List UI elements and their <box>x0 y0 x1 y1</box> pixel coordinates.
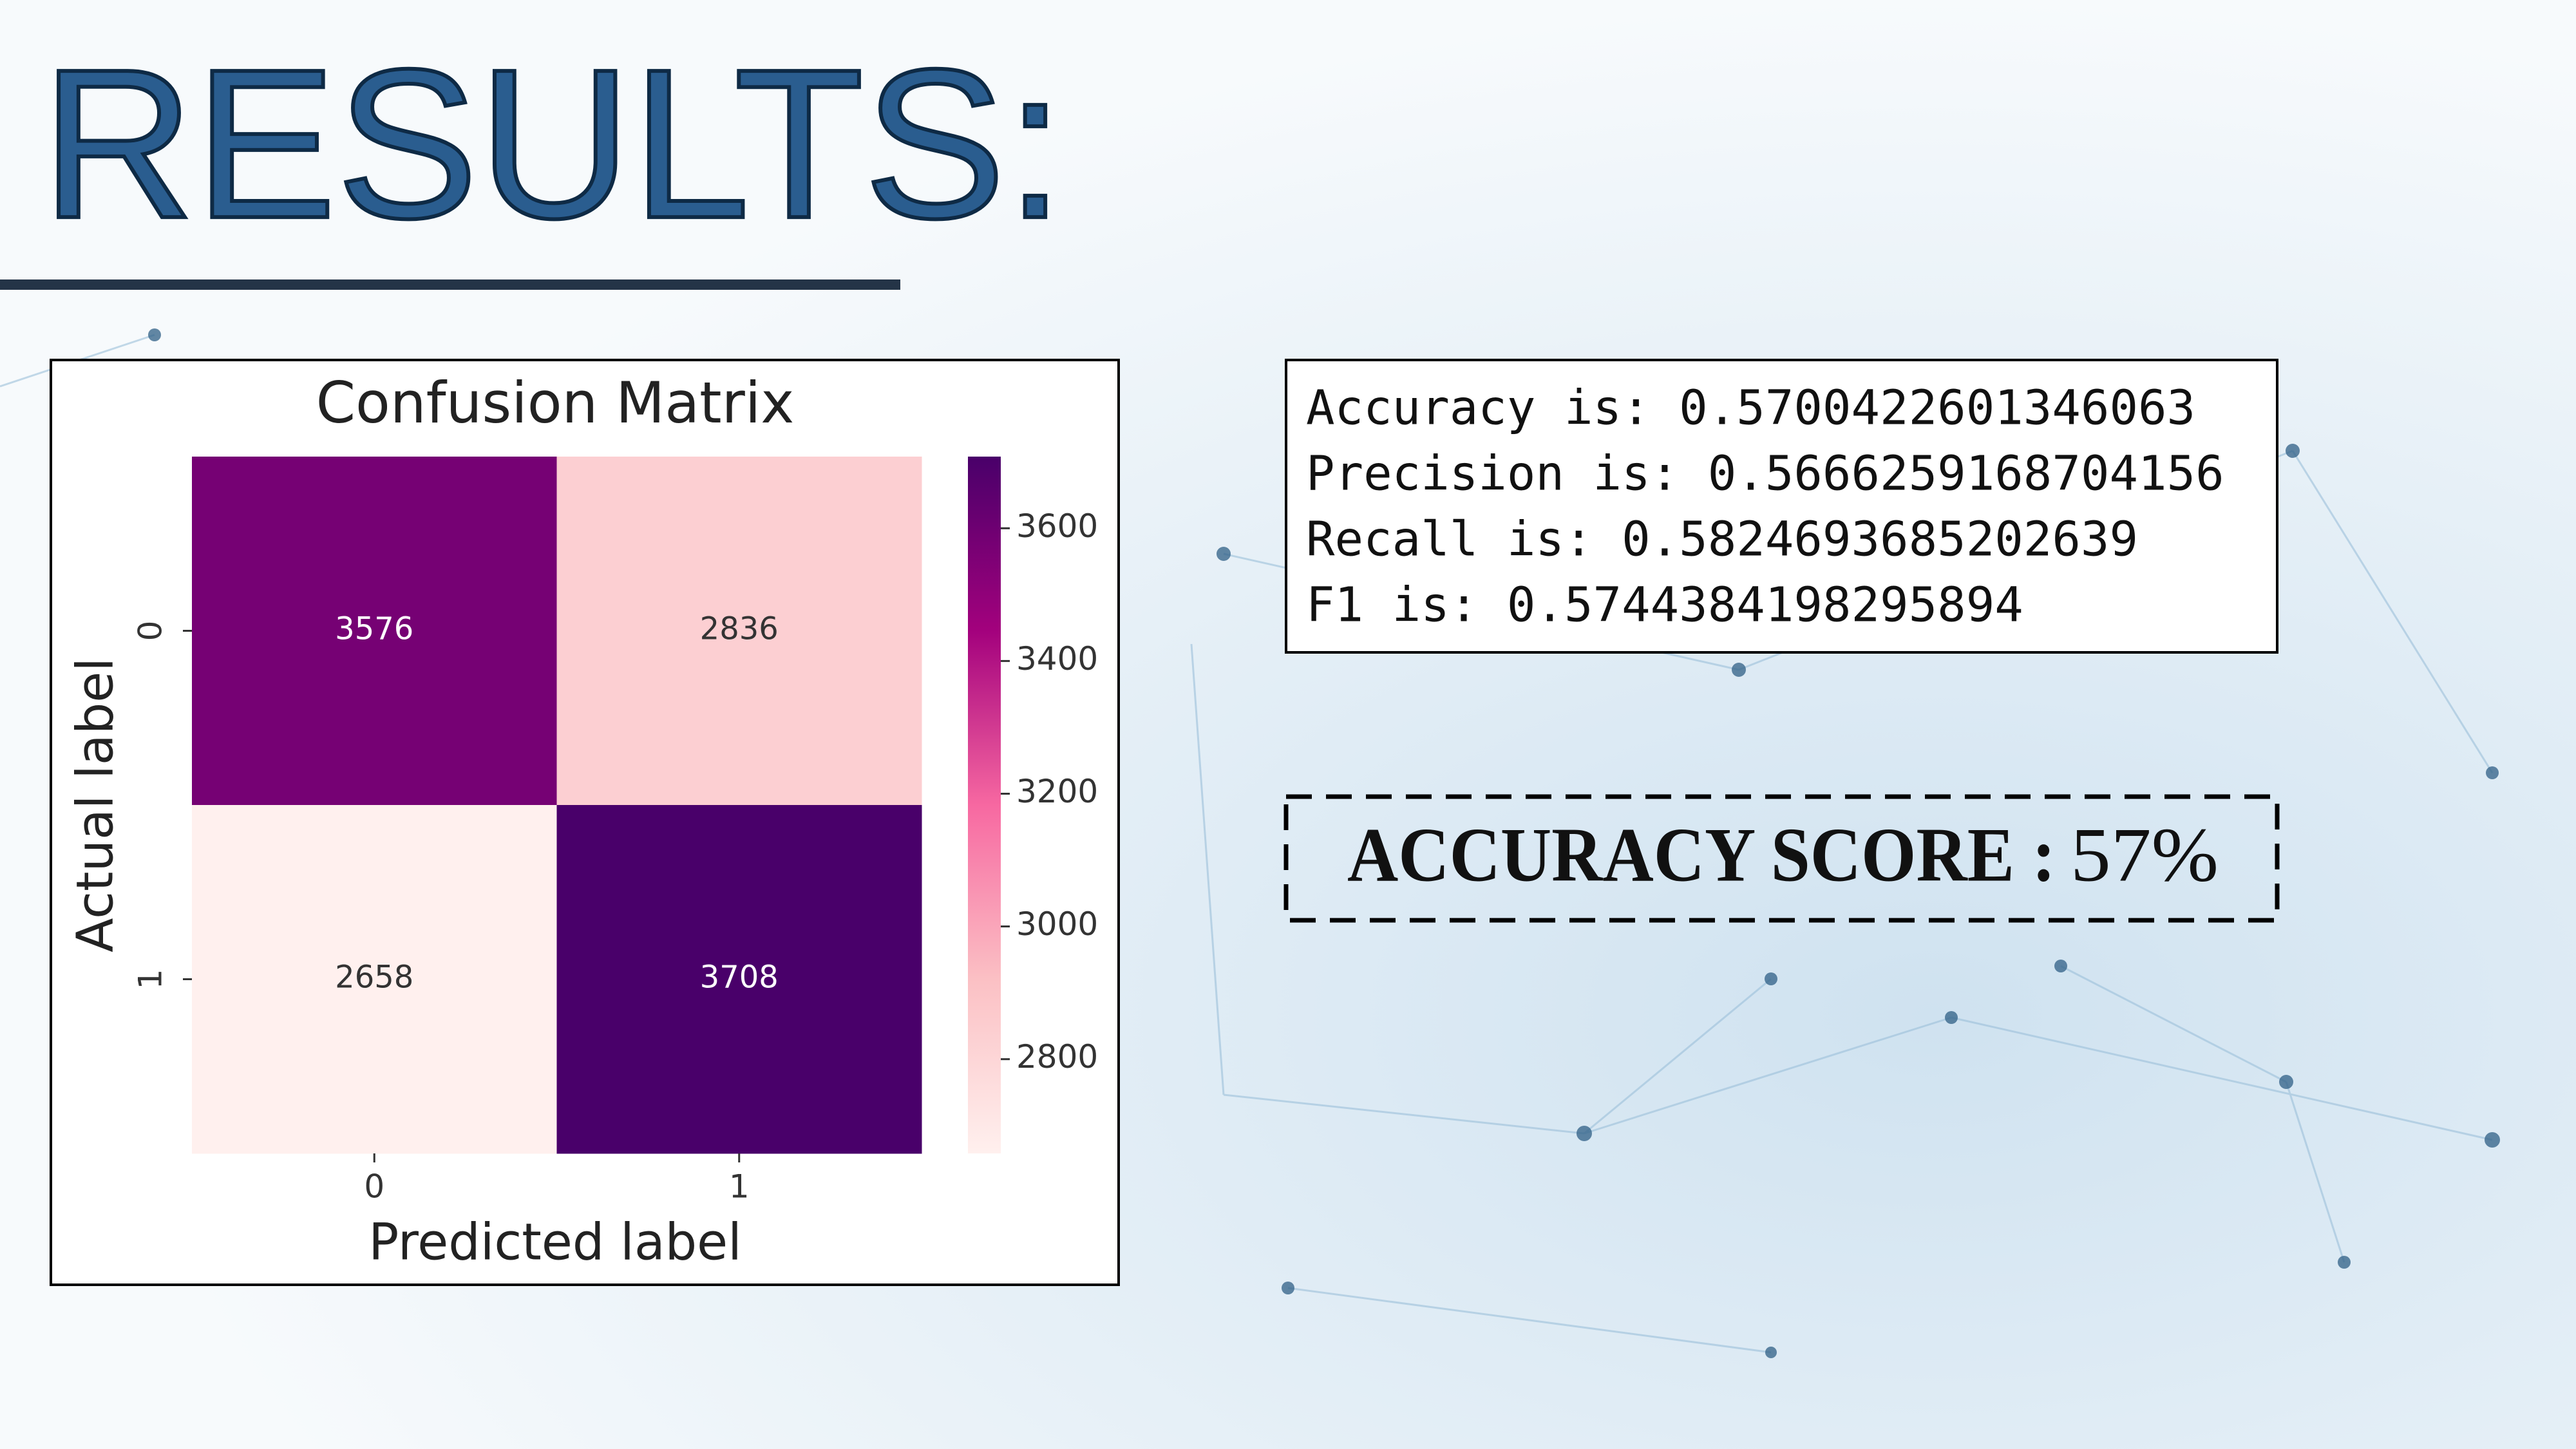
y-tick-label: 1 <box>132 969 169 990</box>
colorbar-tick-label: 3400 <box>1016 640 1098 677</box>
slide-title: RESULTS: <box>41 24 1065 262</box>
heatmap-cell <box>556 457 922 806</box>
cell-label: 2836 <box>700 611 779 647</box>
accuracy-value: 57% <box>2070 812 2219 898</box>
colorbar <box>968 457 1001 1153</box>
metric-line: Accuracy is: 0.5700422601346063 <box>1306 381 2195 436</box>
accuracy-label: ACCURACY SCORE : <box>1347 812 2056 898</box>
metric-line: F1 is: 0.5744384198295894 <box>1306 578 2023 633</box>
heatmap-cell <box>192 457 557 806</box>
accuracy-box <box>1283 794 2280 923</box>
y-axis-label: Actual label <box>66 658 124 952</box>
colorbar-tick-label: 3200 <box>1016 773 1098 810</box>
colorbar-tick-label: 2800 <box>1016 1038 1098 1075</box>
x-axis-label: Predicted label <box>368 1213 742 1271</box>
metric-line: Recall is: 0.5824693685202639 <box>1306 512 2138 567</box>
cell-label: 3708 <box>700 960 779 996</box>
y-tick-label: 0 <box>132 621 169 641</box>
title-underline <box>0 279 900 290</box>
metric-line: Precision is: 0.5666259168704156 <box>1306 446 2224 502</box>
x-tick-label: 1 <box>729 1168 750 1206</box>
metrics-box <box>1285 359 2278 654</box>
cell-label: 3576 <box>335 611 413 647</box>
cell-label: 2658 <box>335 960 413 996</box>
colorbar-tick-label: 3600 <box>1016 507 1098 545</box>
chart-title: Confusion Matrix <box>316 370 795 436</box>
heatmap-cell <box>192 805 557 1154</box>
x-tick-label: 0 <box>364 1168 384 1206</box>
colorbar-tick-label: 3000 <box>1016 905 1098 943</box>
heatmap-cell <box>556 805 922 1154</box>
network-nodes <box>148 328 2500 1358</box>
